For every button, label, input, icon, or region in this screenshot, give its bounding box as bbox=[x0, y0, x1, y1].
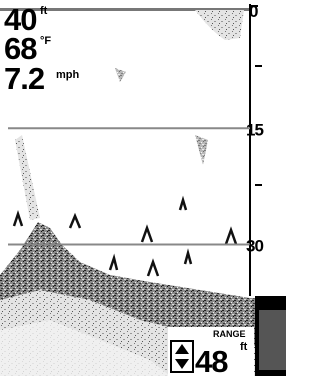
fish-arch bbox=[70, 216, 80, 228]
range-value: 48 bbox=[195, 344, 228, 376]
depth-tick-label: 30 bbox=[246, 237, 263, 256]
fish-arch bbox=[180, 200, 186, 210]
depth-tick-label: 15 bbox=[246, 120, 263, 139]
fish-arch bbox=[110, 258, 117, 270]
clutter bbox=[195, 135, 208, 165]
fish-arch bbox=[142, 228, 152, 242]
range-label: RANGE bbox=[213, 329, 246, 339]
speed-unit: mph bbox=[56, 69, 80, 81]
clutter bbox=[115, 68, 126, 82]
depth-tick-label: 0 bbox=[249, 2, 258, 21]
fish-arch bbox=[14, 214, 22, 226]
side-panel-inner bbox=[259, 310, 286, 370]
depth-unit: ft bbox=[40, 5, 48, 17]
fish-arch bbox=[185, 253, 191, 264]
surface-clutter bbox=[195, 10, 244, 40]
temperature-unit: °F bbox=[40, 35, 51, 47]
clutter bbox=[15, 135, 40, 220]
fish-arch bbox=[226, 230, 236, 244]
range-unit: ft bbox=[240, 341, 248, 353]
fish-arch bbox=[148, 262, 158, 276]
speed-value: 7.2 bbox=[4, 61, 44, 96]
